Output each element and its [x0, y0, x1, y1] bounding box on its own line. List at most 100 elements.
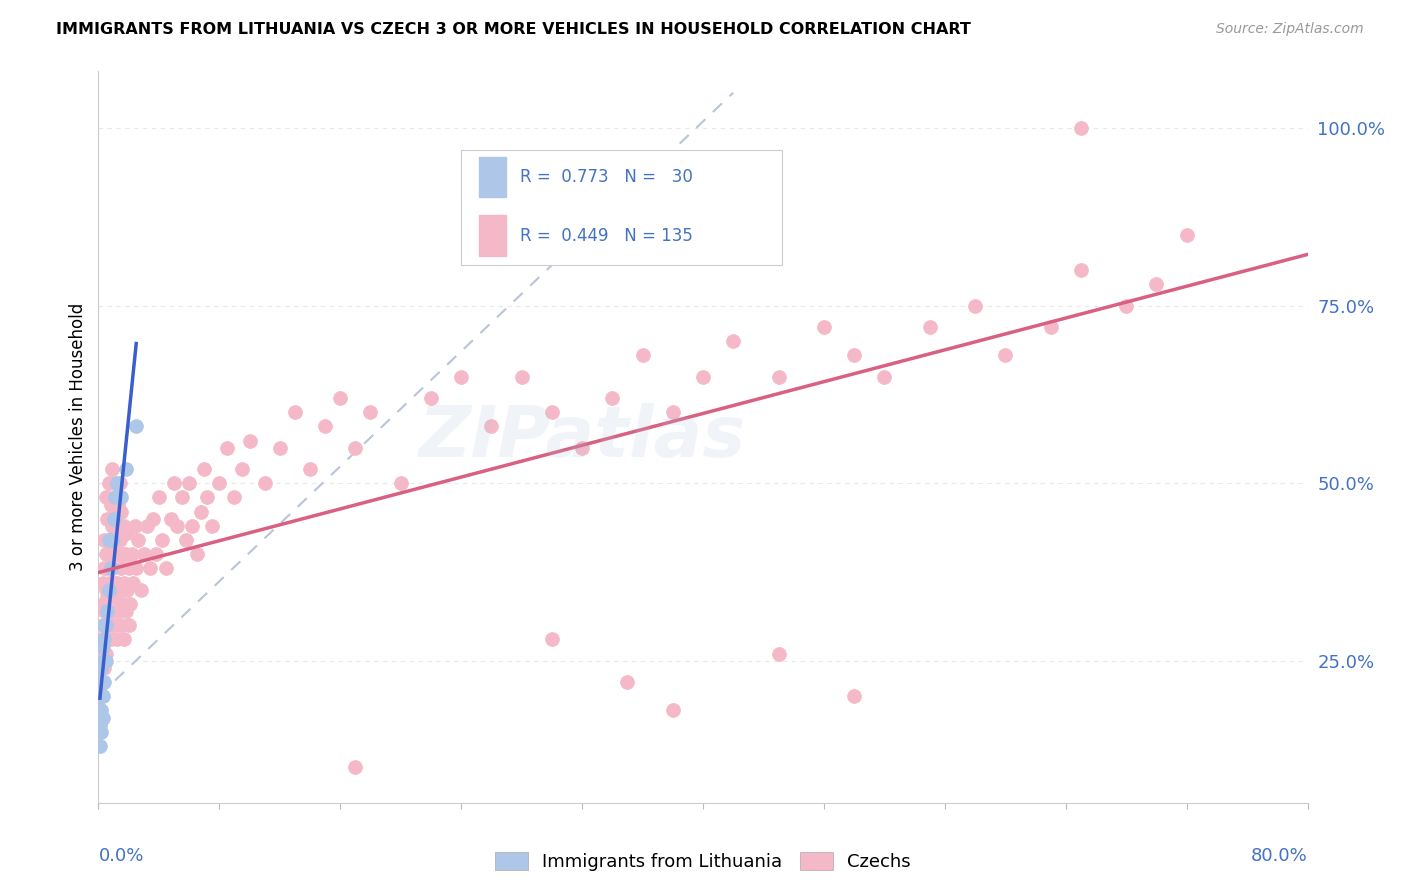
Point [100, 498, 122, 512]
Point [918, 320, 941, 334]
Point [360, 405, 382, 419]
Point [94, 654, 117, 668]
Point [93, 604, 115, 618]
Point [661, 405, 683, 419]
Text: R =  0.773   N =   30: R = 0.773 N = 30 [520, 168, 693, 186]
Point [253, 476, 276, 491]
Text: 0.0%: 0.0% [98, 847, 143, 864]
Point [98, 575, 121, 590]
Point [111, 597, 134, 611]
Point [90, 690, 112, 704]
Point [224, 491, 246, 505]
Point [114, 462, 136, 476]
Point [107, 547, 129, 561]
Point [844, 348, 866, 362]
Bar [479, 157, 506, 197]
Point [389, 476, 412, 491]
Point [269, 441, 291, 455]
Point [1070, 263, 1092, 277]
Point [98, 476, 121, 491]
Point [723, 334, 745, 349]
Point [873, 369, 896, 384]
Point [125, 561, 148, 575]
Point [90, 704, 112, 718]
Legend: Immigrants from Lithuania, Czechs: Immigrants from Lithuania, Czechs [488, 845, 918, 879]
Point [112, 519, 135, 533]
Point [111, 547, 134, 561]
Point [602, 391, 624, 405]
Point [450, 369, 472, 384]
Point [105, 476, 128, 491]
Point [118, 561, 141, 575]
Point [98, 618, 121, 632]
Point [155, 561, 177, 575]
Point [135, 519, 157, 533]
Point [91, 618, 114, 632]
Point [93, 661, 115, 675]
Point [181, 519, 204, 533]
Point [174, 533, 197, 547]
Point [314, 419, 336, 434]
Point [94, 618, 117, 632]
Point [104, 590, 127, 604]
Point [105, 525, 128, 540]
Point [93, 632, 115, 647]
Point [813, 320, 835, 334]
Point [142, 512, 165, 526]
Point [91, 675, 114, 690]
Point [616, 675, 638, 690]
Point [110, 505, 132, 519]
Point [208, 476, 231, 491]
Point [994, 348, 1017, 362]
Point [179, 476, 201, 491]
Point [100, 547, 122, 561]
Point [215, 441, 238, 455]
Point [186, 547, 208, 561]
Point [768, 647, 790, 661]
Point [965, 299, 987, 313]
Point [127, 533, 149, 547]
Text: 80.0%: 80.0% [1251, 847, 1308, 864]
Point [101, 519, 124, 533]
Point [103, 476, 125, 491]
Point [93, 618, 115, 632]
Point [193, 462, 215, 476]
Point [163, 476, 186, 491]
Point [91, 647, 114, 661]
Point [103, 533, 125, 547]
Point [510, 369, 533, 384]
Point [93, 561, 115, 575]
Point [231, 462, 253, 476]
Point [96, 561, 118, 575]
Point [94, 582, 117, 597]
Point [89, 690, 111, 704]
Point [125, 419, 148, 434]
Point [344, 441, 367, 455]
Point [103, 618, 125, 632]
Point [107, 498, 129, 512]
Bar [479, 216, 506, 256]
Point [91, 597, 114, 611]
Point [91, 575, 114, 590]
Point [98, 533, 121, 547]
Point [101, 604, 124, 618]
Point [118, 618, 141, 632]
Point [98, 533, 121, 547]
Point [93, 675, 115, 690]
Point [103, 575, 125, 590]
Point [93, 632, 115, 647]
Point [160, 512, 183, 526]
Point [108, 533, 131, 547]
Point [148, 491, 170, 505]
Y-axis label: 3 or more Vehicles in Household: 3 or more Vehicles in Household [69, 303, 87, 571]
Point [93, 533, 115, 547]
Point [844, 690, 866, 704]
Point [90, 675, 112, 690]
Point [105, 575, 128, 590]
Point [91, 675, 114, 690]
Text: Source: ZipAtlas.com: Source: ZipAtlas.com [1216, 22, 1364, 37]
Point [101, 462, 124, 476]
Point [112, 575, 135, 590]
Point [420, 391, 443, 405]
Point [91, 690, 114, 704]
